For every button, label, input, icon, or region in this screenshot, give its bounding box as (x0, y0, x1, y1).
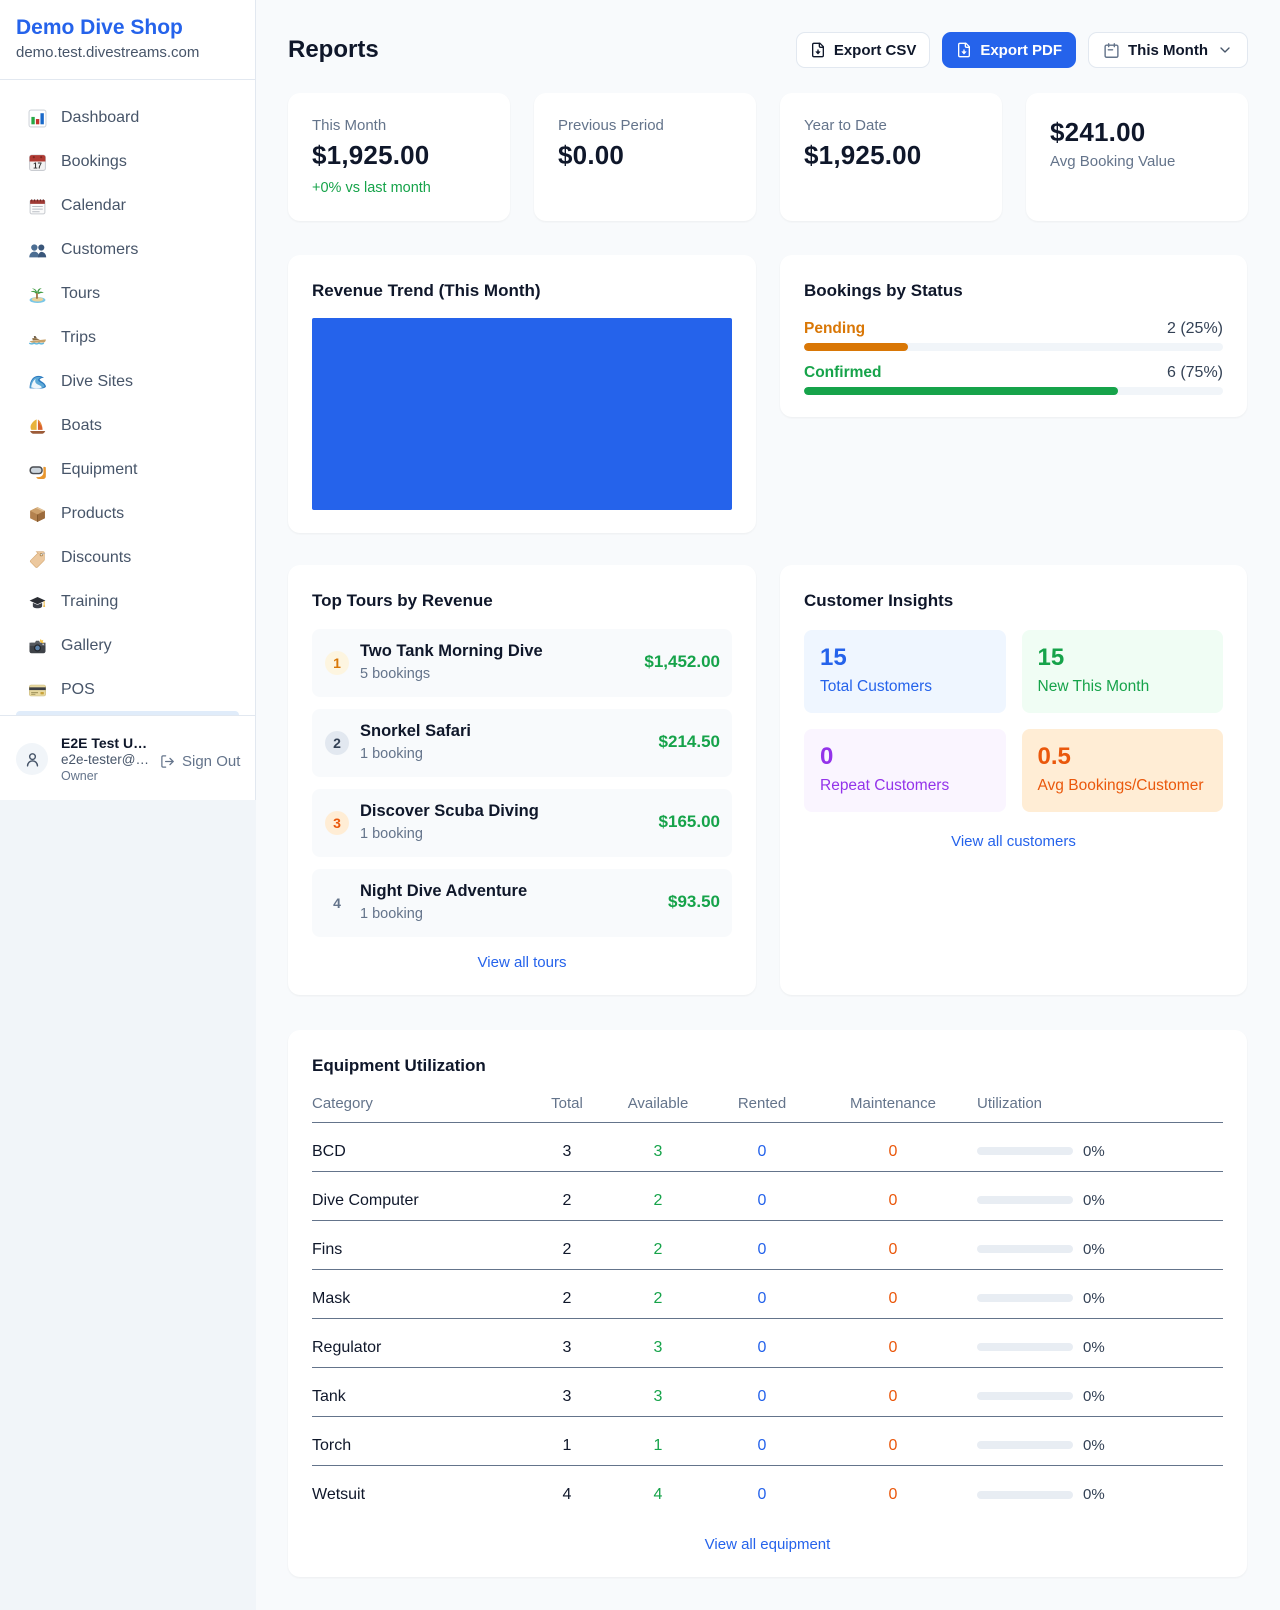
svg-text:17: 17 (33, 161, 42, 170)
